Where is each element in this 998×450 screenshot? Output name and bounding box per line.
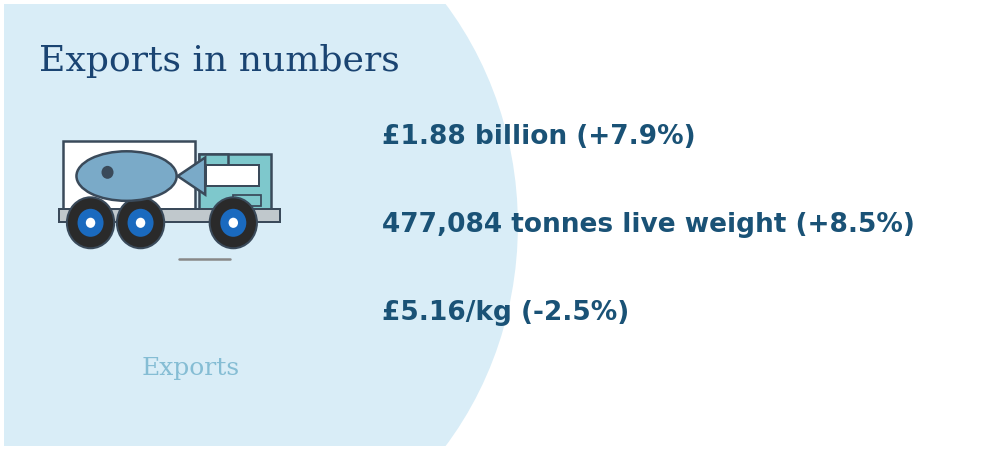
Ellipse shape xyxy=(102,166,114,179)
FancyBboxPatch shape xyxy=(199,154,228,171)
Ellipse shape xyxy=(86,218,95,228)
Ellipse shape xyxy=(221,209,247,237)
Text: Exports in numbers: Exports in numbers xyxy=(39,44,399,78)
Ellipse shape xyxy=(67,197,114,248)
Ellipse shape xyxy=(128,209,154,237)
Ellipse shape xyxy=(117,197,165,248)
Polygon shape xyxy=(178,158,206,195)
FancyBboxPatch shape xyxy=(206,165,258,186)
Ellipse shape xyxy=(210,197,256,248)
Ellipse shape xyxy=(78,209,104,237)
FancyBboxPatch shape xyxy=(59,209,279,222)
Ellipse shape xyxy=(0,0,518,450)
Text: £5.16/kg (-2.5%): £5.16/kg (-2.5%) xyxy=(381,300,629,326)
Ellipse shape xyxy=(136,218,146,228)
Text: Exports: Exports xyxy=(142,357,240,380)
Ellipse shape xyxy=(77,151,177,201)
Ellipse shape xyxy=(229,218,239,228)
FancyBboxPatch shape xyxy=(234,195,260,206)
Text: 477,084 tonnes live weight (+8.5%): 477,084 tonnes live weight (+8.5%) xyxy=(381,212,914,238)
FancyBboxPatch shape xyxy=(199,154,271,214)
FancyBboxPatch shape xyxy=(63,141,196,214)
Text: £1.88 billion (+7.9%): £1.88 billion (+7.9%) xyxy=(381,124,696,150)
